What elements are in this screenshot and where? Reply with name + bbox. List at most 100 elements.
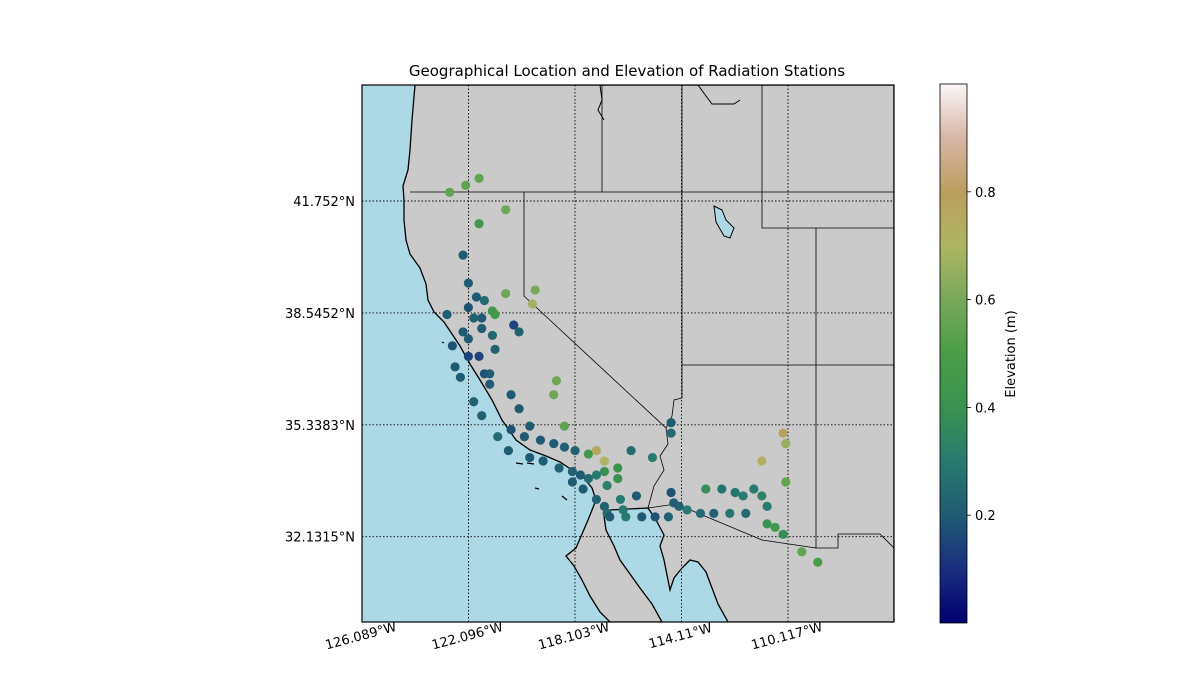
station-point	[591, 494, 602, 505]
station-point	[749, 484, 759, 494]
station-point	[506, 390, 516, 400]
station-point	[525, 452, 535, 463]
station-point	[474, 173, 484, 183]
stations-layer	[442, 173, 823, 567]
station-point	[709, 508, 719, 518]
station-point	[506, 425, 516, 435]
station-point	[447, 341, 457, 351]
station-point	[663, 512, 674, 522]
station-point	[626, 445, 636, 456]
station-point	[549, 438, 559, 449]
station-point	[701, 484, 711, 494]
station-point	[458, 327, 468, 337]
y-tick-label: 35.3383°N	[285, 419, 355, 434]
station-point	[487, 330, 497, 341]
station-point	[527, 299, 538, 309]
station-point	[503, 445, 514, 456]
station-point	[781, 477, 791, 487]
y-tick-label: 41.752°N	[293, 195, 355, 210]
station-point	[485, 369, 495, 379]
station-point	[605, 512, 615, 522]
station-point	[741, 508, 751, 518]
colorbar	[939, 83, 968, 624]
lake	[713, 205, 735, 239]
station-point	[682, 505, 692, 515]
x-tick-label: 110.117°W	[750, 620, 825, 653]
station-point	[469, 313, 479, 323]
station-point	[525, 421, 535, 431]
station-point	[479, 295, 489, 306]
colorbar-ticks: 0.2 0.4 0.6 0.8	[967, 186, 996, 524]
station-point	[674, 501, 684, 511]
station-point	[490, 309, 500, 320]
state-borders	[410, 85, 894, 549]
station-point	[618, 505, 628, 515]
station-point	[813, 557, 823, 567]
station-point	[514, 327, 524, 337]
station-point	[549, 390, 559, 400]
map-frame	[361, 84, 895, 623]
station-point	[490, 344, 500, 354]
station-point	[471, 292, 481, 302]
station-point	[463, 278, 473, 288]
station-point	[602, 480, 612, 491]
station-point	[463, 334, 473, 344]
station-point	[583, 473, 594, 484]
station-point	[575, 470, 586, 480]
station-point	[613, 463, 623, 473]
station-point	[666, 428, 676, 438]
station-point	[797, 547, 807, 557]
station-point	[650, 512, 660, 522]
station-point	[738, 491, 748, 501]
colorbar-tick-label: 0.2	[975, 509, 996, 524]
station-point	[621, 512, 631, 522]
station-point	[757, 491, 767, 501]
station-point	[725, 508, 735, 518]
station-point	[461, 180, 471, 190]
station-point	[535, 435, 546, 445]
station-point	[570, 445, 580, 456]
station-point	[599, 501, 610, 511]
channel-island	[534, 487, 540, 490]
station-point	[578, 484, 588, 494]
map-area	[362, 85, 894, 622]
land	[402, 85, 894, 622]
y-tick-labels: 41.752°N 38.5452°N 35.3383°N 32.1315°N	[285, 195, 355, 546]
station-point	[551, 376, 562, 386]
station-point	[770, 522, 780, 532]
station-point	[559, 421, 570, 431]
station-point	[501, 205, 511, 215]
station-point	[613, 473, 623, 484]
colorbar-label: Elevation (m)	[1004, 310, 1019, 397]
y-tick-label: 32.1315°N	[285, 531, 355, 546]
station-point	[599, 456, 610, 466]
station-point	[445, 187, 455, 197]
station-point	[666, 418, 676, 428]
coast-detail	[597, 85, 741, 121]
station-point	[477, 323, 487, 334]
channel-island	[561, 495, 568, 501]
station-point	[637, 512, 647, 522]
station-point	[591, 470, 602, 480]
station-point	[477, 313, 487, 323]
channel-island	[515, 462, 524, 465]
station-point	[730, 487, 740, 498]
y-tick-label: 38.5452°N	[285, 307, 355, 322]
station-point	[493, 432, 503, 442]
colorbar-tick-label: 0.8	[975, 186, 996, 201]
station-point	[538, 456, 548, 466]
station-point	[559, 442, 570, 452]
channel-island	[441, 341, 445, 344]
station-point	[477, 411, 487, 421]
station-point	[463, 351, 473, 361]
station-point	[501, 288, 511, 299]
station-point	[509, 320, 519, 330]
station-point	[717, 484, 727, 494]
station-point	[591, 445, 602, 456]
station-point	[778, 529, 788, 539]
station-point	[463, 302, 473, 313]
station-point	[442, 309, 452, 320]
chart-title: Geographical Location and Elevation of R…	[409, 62, 845, 80]
station-point	[762, 519, 772, 529]
station-point	[485, 379, 495, 389]
